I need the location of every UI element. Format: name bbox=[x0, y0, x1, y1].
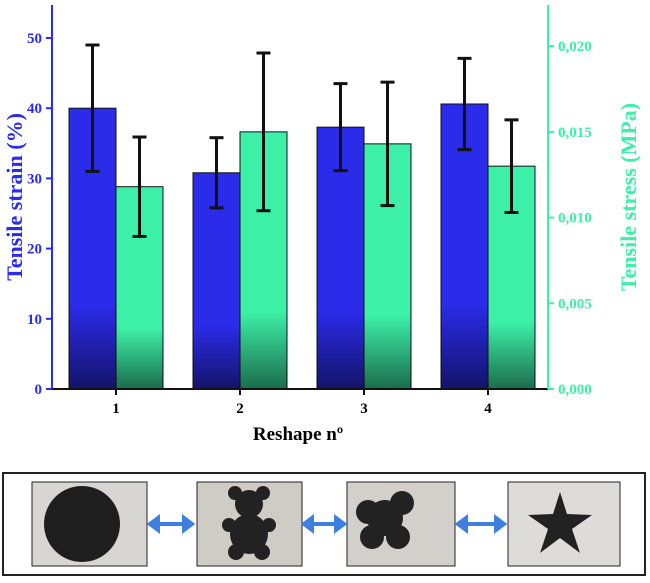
y2-tick-label: 0,020 bbox=[558, 39, 592, 55]
error-bar bbox=[256, 51, 271, 213]
y-tick-label: 10 bbox=[27, 312, 42, 328]
x-tick-label: 3 bbox=[360, 401, 368, 417]
error-bar bbox=[209, 136, 224, 210]
bear-shape bbox=[222, 486, 276, 560]
error-bar bbox=[380, 80, 395, 208]
y-tick-label: 0 bbox=[35, 382, 43, 398]
star-shape bbox=[528, 492, 592, 553]
y-tick-label: 40 bbox=[27, 101, 42, 117]
y2-tick-label: 0,010 bbox=[558, 211, 592, 227]
y2-tick-label: 0,015 bbox=[558, 125, 592, 141]
y-axis-label: Tensile strain (%) bbox=[2, 113, 27, 281]
arrows bbox=[146, 514, 508, 534]
y-tick-label: 50 bbox=[27, 31, 42, 47]
y2-tick-label: 0,005 bbox=[558, 296, 592, 312]
error-bar bbox=[504, 118, 519, 214]
error-bar bbox=[333, 82, 348, 173]
flower-shape bbox=[356, 491, 414, 549]
y-tick-label: 30 bbox=[27, 171, 42, 187]
y2-tick-label: 0,000 bbox=[558, 382, 592, 398]
plot: 0 10 20 30 40 50 0,000 0,005 0,010 0,015 0,020 1 2 3 4 bbox=[27, 5, 592, 417]
x-tick-label: 4 bbox=[484, 401, 492, 417]
x-axis-label: Reshape nº bbox=[253, 424, 343, 445]
bar-shade bbox=[441, 103, 488, 389]
error-bar bbox=[132, 135, 147, 238]
photo bbox=[507, 481, 621, 567]
y-tick-label: 20 bbox=[27, 242, 42, 258]
photo-panel bbox=[2, 472, 646, 576]
disc-shape bbox=[44, 486, 120, 562]
error-bar bbox=[85, 43, 100, 173]
error-bar bbox=[457, 56, 472, 152]
y2-axis-label: Tensile stress (MPa) bbox=[616, 103, 641, 291]
x-tick-label: 2 bbox=[236, 401, 244, 417]
x-tick-label: 1 bbox=[112, 401, 120, 417]
